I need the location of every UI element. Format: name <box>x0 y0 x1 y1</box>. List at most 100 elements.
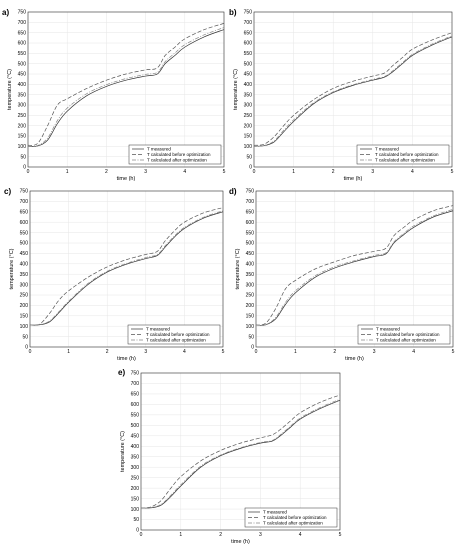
y-tick-label: 100 <box>131 507 140 513</box>
x-tick-label: 0 <box>27 169 30 175</box>
series-line-dashdot <box>27 27 225 147</box>
y-tick-label: 700 <box>20 199 29 205</box>
y-tick-label: 150 <box>246 314 255 320</box>
y-tick-label: 150 <box>131 496 140 502</box>
y-tick-label: 400 <box>20 262 29 268</box>
y-tick-label: 600 <box>18 41 27 47</box>
legend-label: T calculated before optimization <box>147 152 211 157</box>
y-tick-label: 700 <box>18 20 27 26</box>
x-tick-label: 0 <box>253 169 256 175</box>
y-tick-label: 200 <box>131 486 140 492</box>
y-tick-label: 100 <box>18 144 27 150</box>
x-tick-label: 4 <box>183 169 186 175</box>
chart-panel-1: a)05010015020025030035040045050055060065… <box>2 8 226 182</box>
x-tick-label: 1 <box>179 532 182 538</box>
y-tick-label: 600 <box>244 41 253 47</box>
y-tick-label: 550 <box>246 230 255 236</box>
y-tick-label: 400 <box>131 444 140 450</box>
y-tick-label: 150 <box>244 134 253 140</box>
x-tick-label: 0 <box>29 349 32 355</box>
chart-panel-2: b)05010015020025030035040045050055060065… <box>229 8 454 182</box>
y-tick-label: 500 <box>246 241 255 247</box>
y-tick-label: 750 <box>20 189 29 195</box>
x-axis-label: time (h) <box>117 356 136 362</box>
y-tick-label: 0 <box>251 345 254 351</box>
legend-label: T calculated before optimization <box>376 332 440 337</box>
series-line-dashdot <box>29 210 224 326</box>
legend-label: T calculated after optimization <box>147 158 207 163</box>
y-tick-label: 450 <box>246 251 255 257</box>
axes-frame <box>140 372 341 531</box>
x-axis-label: time (h) <box>344 176 363 182</box>
y-tick-label: 200 <box>244 123 253 129</box>
y-tick-label: 550 <box>131 413 140 419</box>
y-tick-label: 0 <box>25 345 28 351</box>
y-tick-label: 400 <box>18 82 27 88</box>
y-tick-label: 500 <box>20 241 29 247</box>
y-tick-label: 50 <box>133 517 139 523</box>
y-tick-label: 500 <box>131 423 140 429</box>
axes-frame <box>27 11 225 168</box>
legend-label: T calculated after optimization <box>146 338 206 343</box>
x-tick-label: 2 <box>105 169 108 175</box>
y-tick-label: 750 <box>18 10 27 16</box>
x-tick-label: 5 <box>452 349 455 355</box>
y-tick-label: 550 <box>244 51 253 57</box>
legend-box <box>357 324 451 345</box>
y-tick-label: 200 <box>246 303 255 309</box>
y-tick-label: 150 <box>18 134 27 140</box>
y-axis-label: temperature (°C) <box>235 248 241 289</box>
series-line-solid <box>29 211 224 326</box>
series-line-solid <box>27 29 225 147</box>
series-line-solid <box>140 399 341 509</box>
series-line-solid <box>255 210 454 326</box>
plot-area <box>141 373 340 530</box>
y-tick-label: 300 <box>18 103 27 109</box>
y-tick-label: 750 <box>244 10 253 16</box>
chart-panel-4: d)05010015020025030035040045050055060065… <box>229 187 455 362</box>
y-tick-label: 250 <box>244 113 253 119</box>
y-axis-label: temperature (°C) <box>120 431 126 472</box>
legend-box <box>127 324 221 345</box>
legend-label: T measured <box>147 147 171 152</box>
y-tick-label: 0 <box>23 165 26 171</box>
y-tick-label: 550 <box>18 51 27 57</box>
x-tick-label: 1 <box>67 349 70 355</box>
x-tick-label: 5 <box>222 349 225 355</box>
x-tick-label: 4 <box>299 532 302 538</box>
plot-area <box>254 12 452 167</box>
x-tick-label: 2 <box>219 532 222 538</box>
x-tick-label: 3 <box>259 532 262 538</box>
y-axis-label: temperature (°C) <box>233 69 239 110</box>
y-tick-label: 450 <box>244 72 253 78</box>
legend-label: T calculated after optimization <box>375 158 435 163</box>
x-tick-label: 5 <box>339 532 342 538</box>
x-tick-label: 3 <box>144 349 147 355</box>
y-tick-label: 400 <box>246 262 255 268</box>
x-tick-label: 1 <box>292 169 295 175</box>
plot-area <box>28 12 224 167</box>
y-tick-label: 600 <box>131 402 140 408</box>
y-tick-label: 650 <box>18 30 27 36</box>
y-tick-label: 50 <box>246 154 252 160</box>
y-tick-label: 500 <box>18 61 27 67</box>
y-tick-label: 750 <box>131 371 140 377</box>
y-tick-label: 650 <box>20 210 29 216</box>
x-tick-label: 1 <box>294 349 297 355</box>
y-tick-label: 150 <box>20 314 29 320</box>
y-tick-label: 350 <box>18 92 27 98</box>
series-line-dashed <box>140 394 341 509</box>
axes-frame <box>255 190 454 348</box>
y-tick-label: 650 <box>246 210 255 216</box>
series-line-dashed <box>27 23 225 146</box>
axes-frame <box>253 11 453 168</box>
y-tick-label: 650 <box>131 392 140 398</box>
legend-label: T calculated before optimization <box>146 332 210 337</box>
plot-area <box>256 191 453 347</box>
legend-label: T calculated after optimization <box>263 521 323 526</box>
legend-label: T calculated before optimization <box>263 515 327 520</box>
